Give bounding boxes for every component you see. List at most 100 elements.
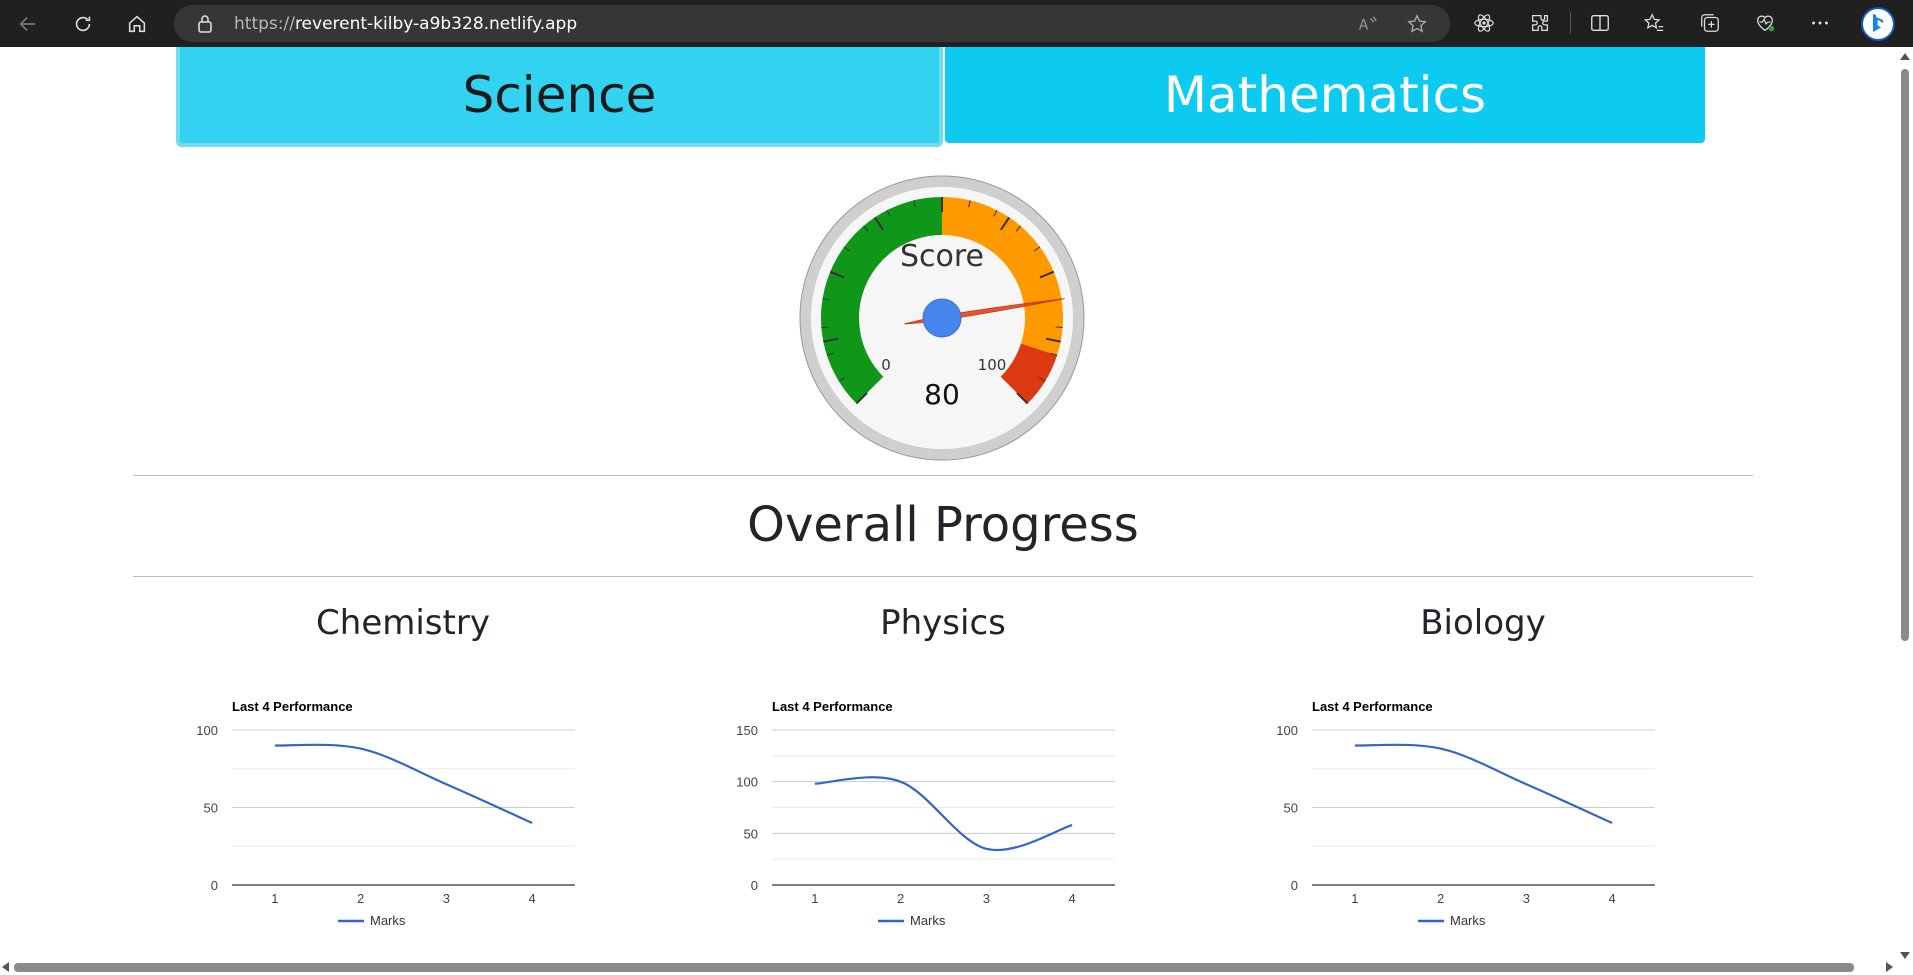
more-options-icon[interactable] [1808, 11, 1832, 35]
chart-title: Last 4 Performance [772, 699, 893, 714]
gauge-minor-tick [822, 298, 830, 301]
x-tick-label: 3 [983, 891, 990, 906]
favorites-icon[interactable] [1642, 11, 1666, 35]
extensions-icon[interactable] [1528, 11, 1552, 35]
browser-essentials-icon[interactable] [1753, 11, 1777, 35]
refresh-icon[interactable] [67, 8, 99, 40]
gauge-minor-tick [993, 209, 998, 217]
gauge-minor-tick [1038, 377, 1046, 382]
legend-label: Marks [370, 913, 406, 928]
browser-toolbar: https://reverent-kilby-a9b328.netlify.ap… [0, 0, 1913, 47]
x-tick-label: 1 [271, 891, 278, 906]
y-tick-label: 0 [1291, 878, 1298, 893]
subject-title-biology: Biology [1420, 603, 1546, 643]
gauge-min-label: 0 [881, 356, 891, 374]
gauge-major-tick [1016, 392, 1029, 405]
gauge-value: 80 [924, 378, 960, 411]
x-tick-label: 1 [811, 891, 818, 906]
chart-chemistry: Last 4 Performance 0 50 100 1 2 3 4 Marks [196, 699, 575, 928]
gauge-minor-tick [838, 377, 846, 382]
x-tick-label: 3 [443, 891, 450, 906]
gauge-major-tick [823, 337, 839, 343]
vertical-scrollbar[interactable] [1895, 47, 1913, 963]
x-tick-label: 4 [529, 891, 536, 906]
gauge-major-tick [829, 270, 845, 279]
scroll-down-icon[interactable] [1900, 952, 1910, 959]
series-line-marks [1354, 743, 1613, 825]
gauge-major-tick [1045, 337, 1061, 343]
gauge-minor-tick [863, 225, 869, 232]
y-tick-label: 100 [736, 775, 758, 790]
read-aloud-icon[interactable]: A [1357, 13, 1379, 35]
gauge-minor-tick [913, 200, 916, 208]
gauge-hub [922, 298, 962, 338]
overall-progress-title: Overall Progress [747, 497, 1139, 553]
gauge-minor-tick [1033, 246, 1041, 252]
x-tick-label: 3 [1523, 891, 1530, 906]
score-gauge: Score 0 100 80 [799, 175, 1085, 461]
y-tick-label: 150 [736, 723, 758, 738]
scroll-up-icon[interactable] [1900, 53, 1910, 60]
gauge-label: Score [900, 239, 984, 274]
gauge-max-label: 100 [978, 356, 1007, 374]
favorite-star-icon[interactable] [1406, 13, 1428, 35]
y-tick-label: 100 [196, 723, 218, 738]
y-tick-label: 0 [211, 878, 218, 893]
url-text[interactable]: https://reverent-kilby-a9b328.netlify.ap… [234, 14, 578, 34]
gauge-minor-tick [826, 352, 834, 356]
vertical-scroll-thumb[interactable] [1901, 69, 1909, 641]
lock-icon[interactable] [196, 14, 214, 34]
gauge-minor-tick [1050, 352, 1058, 356]
x-tick-label: 2 [357, 891, 364, 906]
chart-title: Last 4 Performance [232, 699, 353, 714]
y-tick-label: 100 [1276, 723, 1298, 738]
home-icon[interactable] [121, 8, 153, 40]
y-tick-label: 50 [1284, 801, 1298, 816]
x-tick-label: 1 [1351, 891, 1358, 906]
back-icon[interactable] [12, 8, 44, 40]
horizontal-scrollbar[interactable] [0, 958, 1895, 975]
x-tick-label: 2 [897, 891, 904, 906]
gauge-major-tick [1039, 270, 1055, 279]
chart-biology: Last 4 Performance 0 50 100 1 2 3 4 Marks [1276, 699, 1655, 928]
gauge-minor-tick [1055, 326, 1063, 328]
gauge-major-tick [873, 216, 884, 231]
series-line-marks [274, 743, 533, 825]
collections-icon[interactable] [1698, 11, 1722, 35]
y-tick-label: 0 [751, 878, 758, 893]
series-line-marks [814, 776, 1073, 852]
gauge-minor-tick [843, 246, 851, 252]
gauge-band-green [821, 197, 942, 404]
gauge-major-tick [855, 392, 868, 405]
gauge-major-tick [1000, 216, 1011, 231]
svg-text:A: A [1359, 18, 1369, 34]
subject-title-physics: Physics [880, 603, 1006, 643]
gauge-band-orange [942, 197, 1063, 356]
address-bar[interactable]: https://reverent-kilby-a9b328.netlify.ap… [174, 5, 1450, 42]
gauge-band-red [1000, 343, 1058, 404]
tab-mathematics[interactable]: Mathematics [945, 47, 1705, 143]
toolbar-divider [1570, 12, 1571, 34]
gauge-minor-tick [968, 200, 971, 208]
divider-top [133, 475, 1753, 476]
bing-copilot-icon[interactable] [1860, 6, 1896, 42]
gauge-minor-tick [886, 209, 891, 217]
react-devtools-icon[interactable] [1472, 11, 1496, 35]
split-screen-icon[interactable] [1588, 11, 1612, 35]
chart-physics: Last 4 Performance 0 50 100 150 1 2 3 4 Marks [736, 699, 1115, 928]
gauge-minor-tick [1015, 225, 1021, 232]
x-tick-label: 4 [1069, 891, 1076, 906]
scroll-right-icon[interactable] [1886, 962, 1893, 972]
legend-label: Marks [910, 913, 946, 928]
gauge-minor-tick [821, 326, 829, 328]
divider-bottom [133, 576, 1753, 577]
y-tick-label: 50 [744, 826, 758, 841]
x-tick-label: 2 [1437, 891, 1444, 906]
x-tick-label: 4 [1609, 891, 1616, 906]
chart-title: Last 4 Performance [1312, 699, 1433, 714]
legend-label: Marks [1450, 913, 1486, 928]
horizontal-scroll-thumb[interactable] [14, 963, 1854, 972]
scroll-left-icon[interactable] [2, 962, 9, 972]
tab-science[interactable]: Science [176, 47, 943, 147]
y-tick-label: 50 [204, 801, 218, 816]
